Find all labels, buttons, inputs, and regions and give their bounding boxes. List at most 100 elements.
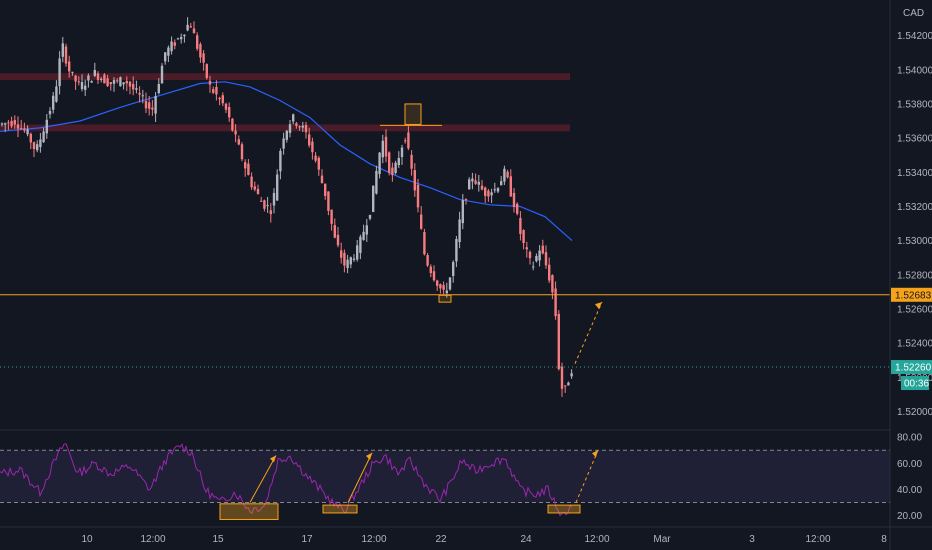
candle-body (132, 84, 135, 90)
candle-body (496, 188, 500, 192)
candle-body (372, 185, 375, 212)
rsi-band-fill (0, 450, 890, 503)
candle-body (205, 64, 208, 78)
resistance-zone-1 (0, 124, 570, 132)
candle-body (570, 373, 573, 377)
candle-body (164, 52, 167, 62)
candle-body (154, 96, 157, 114)
candle-body (282, 138, 285, 149)
candle-body (87, 75, 90, 81)
candle-body (464, 199, 468, 201)
candle-body (400, 147, 404, 158)
rsi-tick-label: 40.00 (897, 485, 922, 496)
candle-body (68, 61, 71, 72)
candle-body (461, 200, 464, 224)
candle-body (557, 313, 560, 370)
candle-body (45, 119, 48, 134)
candle-body (189, 26, 192, 28)
candle-body (474, 180, 477, 184)
candle-body (52, 95, 55, 110)
candle-body (109, 82, 112, 85)
rsi-arrowhead-1 (366, 452, 372, 460)
candle-body (272, 192, 276, 206)
candle-body (138, 93, 141, 95)
price-tick-label: 1.53600 (897, 134, 932, 145)
rsi-pane (0, 443, 890, 520)
currency-label: CAD (903, 8, 924, 19)
candle-body (58, 58, 61, 87)
candle-body (269, 210, 272, 215)
candle-body (84, 85, 87, 90)
candle-body (266, 205, 269, 207)
candle-body (250, 176, 253, 188)
candle-body (253, 186, 256, 190)
rsi-arrow-1 (347, 452, 373, 503)
candle-body (202, 53, 205, 63)
candle-body (416, 184, 420, 208)
candle-body (356, 245, 359, 260)
price-tick-label: 1.53000 (897, 236, 932, 247)
candle-body (404, 140, 407, 142)
countdown-tag (901, 376, 929, 391)
candle-body (564, 385, 567, 387)
candle-body (221, 95, 224, 104)
candle-body (368, 214, 372, 219)
candle-body (295, 123, 298, 126)
candle-body (448, 277, 452, 290)
time-tick-label: 15 (212, 534, 224, 545)
rsi-arrowhead-0 (270, 455, 276, 463)
candle-body (4, 123, 7, 125)
candle-body (48, 110, 52, 115)
axes: 1.54200 1.54000 1.53800 1.53600 1.53400 1.532… (81, 31, 932, 545)
candle-body (349, 257, 352, 265)
candle-body (352, 258, 356, 260)
candle-body (20, 128, 23, 130)
candle-body (551, 275, 554, 293)
candle-body (167, 47, 170, 56)
level-price-label: 1.52683 (895, 290, 932, 301)
candle-body (260, 200, 263, 202)
price-tick-label: 1.54200 (897, 31, 932, 42)
candle-body (500, 181, 503, 186)
candle-body (359, 236, 362, 253)
candle-body (567, 382, 570, 386)
candle-body (32, 142, 36, 150)
candle-body (103, 74, 106, 84)
candle-body (420, 214, 423, 229)
rsi-line (0, 443, 573, 517)
candle-body (516, 203, 519, 214)
last-price-tag (891, 360, 932, 375)
candle-body (90, 81, 93, 83)
candle-body (340, 250, 343, 258)
candle-body (378, 152, 381, 175)
candle-body (186, 24, 189, 31)
candle-body (176, 38, 180, 40)
candle-body (276, 174, 279, 201)
candle-body (106, 78, 109, 87)
candle-body (240, 144, 244, 160)
candle-body (509, 176, 512, 197)
time-tick-label: 17 (301, 534, 313, 545)
projection-arrowhead (595, 302, 602, 310)
candle-body (519, 217, 522, 234)
candle-body (544, 252, 548, 266)
candle-body (141, 95, 144, 97)
time-tick-label: 3 (749, 534, 755, 545)
time-tick-label: 12:00 (805, 534, 830, 545)
candle-body (484, 187, 487, 196)
candle-body (336, 234, 340, 246)
candle-body (436, 280, 439, 286)
candle-body (36, 144, 39, 151)
candle-body (541, 245, 544, 254)
candle-body (100, 78, 103, 80)
candle-body (231, 118, 234, 131)
candles (0, 17, 573, 397)
level-price-tag (891, 287, 932, 302)
candle-body (375, 170, 378, 194)
candle-body (13, 120, 16, 125)
candle-body (112, 80, 116, 84)
candle-body (135, 88, 138, 90)
candle-body (298, 126, 301, 128)
candle-body (365, 225, 368, 235)
